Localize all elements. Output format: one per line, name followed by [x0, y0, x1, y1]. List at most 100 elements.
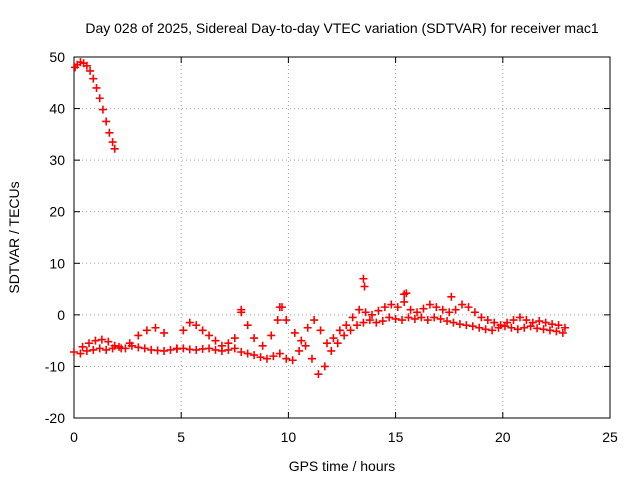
series-main-trace	[70, 313, 567, 379]
data-point	[468, 322, 477, 331]
data-point	[329, 334, 338, 343]
data-point	[438, 305, 447, 314]
data-point	[250, 351, 259, 360]
plot-frame	[73, 56, 611, 419]
data-point	[108, 138, 117, 147]
y-tick-label: 30	[49, 152, 65, 168]
data-point	[307, 354, 316, 363]
y-tick-label: 10	[49, 255, 65, 271]
data-point	[378, 317, 387, 326]
data-point	[86, 66, 95, 75]
data-point	[359, 318, 368, 327]
data-point	[365, 316, 374, 325]
data-point	[374, 306, 383, 315]
data-point	[102, 117, 111, 126]
data-point	[348, 313, 357, 322]
data-point	[430, 313, 439, 322]
data-point	[342, 321, 351, 330]
data-point	[179, 326, 188, 335]
data-point	[410, 314, 419, 323]
data-point	[355, 305, 364, 314]
data-point	[192, 321, 201, 330]
x-tick-label: 20	[495, 429, 511, 445]
data-point	[243, 349, 252, 358]
data-point	[217, 341, 226, 350]
data-point	[400, 297, 409, 306]
data-point	[78, 342, 87, 351]
data-point	[95, 94, 104, 103]
data-point	[445, 308, 454, 317]
data-point	[481, 325, 490, 334]
data-point	[451, 305, 460, 314]
data-point	[205, 331, 214, 340]
data-point	[250, 334, 259, 343]
data-point	[224, 339, 233, 348]
data-point	[237, 305, 246, 314]
data-point	[372, 318, 381, 327]
data-point	[449, 318, 458, 327]
data-point	[85, 339, 94, 348]
y-tick-label: -10	[45, 358, 65, 374]
data-point	[368, 310, 377, 319]
data-point	[110, 341, 119, 350]
data-point	[243, 321, 252, 330]
data-point	[496, 321, 505, 330]
data-point	[507, 323, 516, 332]
data-point	[198, 326, 207, 335]
data-point	[360, 282, 369, 291]
data-point	[282, 316, 291, 325]
data-point	[282, 354, 291, 363]
data-point	[301, 341, 310, 350]
data-point	[458, 300, 467, 309]
data-point	[417, 313, 426, 322]
data-point	[353, 321, 362, 330]
data-point	[413, 308, 422, 317]
data-point	[464, 303, 473, 312]
data-point	[290, 328, 299, 337]
chart-title: Day 028 of 2025, Sidereal Day-to-day VTE…	[85, 20, 598, 36]
data-point	[303, 323, 312, 332]
data-point	[297, 336, 306, 345]
data-point	[340, 331, 349, 340]
data-point	[134, 343, 143, 352]
data-point	[205, 344, 214, 353]
data-point	[522, 316, 531, 325]
data-point	[387, 300, 396, 309]
data-point	[97, 335, 106, 344]
axis-ticks: 0 5 10 15 20 25 -20 -10 0 10 20 30 40 50	[45, 49, 618, 445]
data-point	[548, 320, 557, 329]
data-point	[105, 128, 114, 137]
data-point	[509, 316, 518, 325]
series-early-high-arc	[71, 58, 119, 153]
data-point	[295, 346, 304, 355]
data-point	[91, 336, 100, 345]
data-point	[166, 345, 175, 354]
data-point	[117, 344, 126, 353]
data-point	[545, 326, 554, 335]
data-point	[273, 316, 282, 325]
data-point	[490, 318, 499, 327]
x-tick-label: 25	[602, 429, 618, 445]
data-point	[432, 303, 441, 312]
data-point	[380, 303, 389, 312]
data-point	[443, 317, 452, 326]
data-point	[76, 349, 85, 358]
data-point	[541, 318, 550, 327]
data-point	[419, 304, 428, 313]
data-point	[160, 328, 169, 337]
y-tick-label: 50	[49, 49, 65, 65]
data-point	[142, 326, 151, 335]
data-point	[470, 308, 479, 317]
data-point	[288, 356, 297, 365]
data-point	[515, 313, 524, 322]
y-tick-label: -20	[45, 410, 65, 426]
series-upper-branch	[78, 297, 569, 353]
data-point	[258, 341, 267, 350]
data-point	[262, 354, 271, 363]
data-point	[192, 345, 201, 354]
data-point	[269, 352, 278, 361]
data-point	[95, 344, 104, 353]
data-point	[160, 346, 169, 355]
data-point	[230, 334, 239, 343]
data-point	[316, 326, 325, 335]
